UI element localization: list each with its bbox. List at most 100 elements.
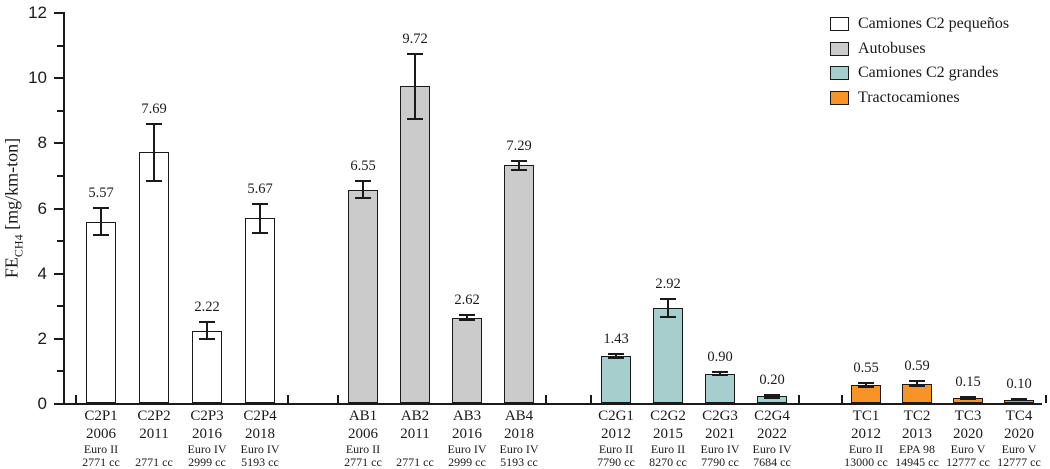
x-label-displacement-C2P4: 5193 cc bbox=[241, 455, 279, 469]
y-major-tick bbox=[54, 272, 63, 275]
y-minor-tick bbox=[57, 44, 63, 47]
y-tick-label: 4 bbox=[37, 263, 47, 283]
error-cap-bottom-C2P3 bbox=[199, 338, 215, 341]
x-label-standard-C2G1: Euro II bbox=[598, 442, 634, 456]
x-label-id-TC4: TC4 bbox=[1005, 408, 1033, 424]
x-label-year-TC2: 2013 bbox=[902, 426, 932, 442]
bar-C2G1 bbox=[601, 356, 631, 403]
x-label-standard-C2P1: Euro II bbox=[83, 442, 119, 456]
error-cap-top-AB3 bbox=[459, 314, 475, 317]
x-label-year-C2P4: 2018 bbox=[245, 426, 275, 442]
bar-C2G3 bbox=[705, 373, 735, 403]
error-bar-C2P2 bbox=[153, 124, 155, 181]
x-label-id-TC3: TC3 bbox=[954, 408, 982, 424]
bar-C2P3 bbox=[192, 330, 222, 403]
x-label-year-C2P3: 2016 bbox=[192, 426, 222, 442]
x-label-id-C2P3: C2P3 bbox=[190, 408, 224, 424]
x-label-id-AB4: AB4 bbox=[504, 408, 534, 424]
error-bar-C2G2 bbox=[667, 298, 669, 317]
bar-value-label-AB4: 7.29 bbox=[506, 137, 532, 154]
error-cap-bottom-C2P4 bbox=[252, 231, 268, 234]
bar-value-label-TC2: 0.59 bbox=[904, 358, 930, 375]
legend-swatch-4 bbox=[830, 90, 849, 105]
x-label-standard-AB4: Euro IV bbox=[499, 442, 539, 456]
x-group-tick bbox=[590, 395, 592, 403]
legend-label-4: Tractocamiones bbox=[858, 88, 960, 106]
x-label-displacement-TC4: 12777 cc bbox=[997, 455, 1041, 469]
x-label-id-C2P4: C2P4 bbox=[243, 408, 277, 424]
x-label-id-AB2: AB2 bbox=[400, 408, 430, 424]
x-label-year-C2G3: 2021 bbox=[705, 426, 735, 442]
bar-AB2 bbox=[400, 86, 430, 403]
error-bar-C2P1 bbox=[100, 208, 102, 235]
x-group-tick bbox=[798, 395, 800, 403]
error-cap-top-TC1 bbox=[858, 382, 874, 385]
x-label-standard-AB1: Euro II bbox=[345, 442, 381, 456]
error-cap-bottom-C2G1 bbox=[608, 357, 624, 360]
bar-value-label-C2G1: 1.43 bbox=[603, 331, 629, 348]
error-cap-bottom-TC2 bbox=[909, 385, 925, 388]
bar-value-label-TC4: 0.10 bbox=[1006, 376, 1032, 393]
error-cap-top-C2G3 bbox=[712, 371, 728, 374]
x-label-year-AB1: 2006 bbox=[348, 426, 378, 442]
y-tick-label: 12 bbox=[28, 3, 47, 22]
y-minor-tick bbox=[57, 370, 63, 373]
error-bar-AB2 bbox=[414, 53, 416, 119]
error-cap-bottom-TC3 bbox=[960, 398, 976, 401]
y-major-tick bbox=[54, 142, 63, 145]
x-label-year-C2P2: 2011 bbox=[139, 426, 169, 442]
error-cap-bottom-TC4 bbox=[1011, 399, 1027, 402]
error-cap-top-TC4 bbox=[1011, 398, 1027, 401]
x-label-id-C2G4: C2G4 bbox=[754, 408, 790, 424]
x-label-id-C2G3: C2G3 bbox=[702, 408, 738, 424]
x-label-id-C2P1: C2P1 bbox=[84, 408, 118, 424]
error-bar-C2P3 bbox=[206, 321, 208, 340]
x-group-tick bbox=[74, 395, 77, 403]
bar-value-label-C2G4: 0.20 bbox=[759, 372, 785, 389]
y-minor-tick bbox=[57, 174, 63, 177]
legend-label-3: Camiones C2 grandes bbox=[858, 64, 999, 81]
error-cap-top-TC2 bbox=[909, 380, 925, 383]
error-cap-bottom-C2G4 bbox=[764, 396, 780, 399]
x-label-standard-AB3: Euro IV bbox=[447, 442, 487, 456]
x-label-id-TC2: TC2 bbox=[903, 408, 931, 424]
error-bar-C2P4 bbox=[259, 203, 261, 233]
y-major-tick bbox=[54, 12, 63, 14]
error-cap-bottom-C2G3 bbox=[712, 374, 728, 377]
error-cap-bottom-AB1 bbox=[355, 196, 371, 199]
x-label-id-AB1: AB1 bbox=[348, 408, 378, 424]
error-bar-TC1 bbox=[865, 383, 867, 387]
error-cap-top-C2G1 bbox=[608, 353, 624, 356]
error-cap-bottom-AB3 bbox=[459, 319, 475, 322]
error-cap-bottom-AB2 bbox=[407, 117, 423, 120]
y-major-tick bbox=[54, 77, 63, 80]
bar-C2P2 bbox=[139, 152, 169, 403]
x-axis-line bbox=[63, 403, 1042, 405]
x-label-id-C2P2: C2P2 bbox=[137, 408, 171, 424]
x-label-year-C2G4: 2022 bbox=[757, 426, 787, 442]
x-group-tick bbox=[1044, 395, 1047, 403]
legend-label-1: Camiones C2 pequeños bbox=[858, 15, 1010, 32]
bar-value-label-AB3: 2.62 bbox=[454, 292, 480, 309]
x-label-displacement-C2G4: 7684 cc bbox=[753, 455, 791, 469]
x-group-tick bbox=[545, 395, 547, 403]
legend-swatch-3 bbox=[830, 66, 849, 80]
y-axis-title-subscript: CH4 bbox=[11, 234, 26, 258]
x-label-standard-C2P4: Euro IV bbox=[240, 442, 280, 456]
legend-swatch-2 bbox=[830, 41, 849, 56]
bar-value-label-C2P2: 7.69 bbox=[141, 101, 167, 118]
bar-value-label-C2G2: 2.92 bbox=[655, 275, 681, 292]
y-tick-label: 10 bbox=[28, 68, 47, 88]
bar-C2P4 bbox=[245, 218, 275, 403]
bar-value-label-C2P1: 5.57 bbox=[88, 185, 114, 202]
x-label-id-C2G2: C2G2 bbox=[650, 408, 686, 424]
x-group-tick bbox=[286, 395, 289, 403]
x-label-year-TC4: 2020 bbox=[1004, 426, 1034, 442]
x-group-tick bbox=[840, 395, 843, 403]
error-cap-top-C2P1 bbox=[93, 207, 109, 210]
y-minor-tick bbox=[57, 109, 63, 112]
error-cap-top-AB4 bbox=[511, 159, 527, 162]
x-label-standard-TC4: Euro V bbox=[1001, 442, 1037, 456]
error-cap-bottom-TC1 bbox=[858, 385, 874, 388]
